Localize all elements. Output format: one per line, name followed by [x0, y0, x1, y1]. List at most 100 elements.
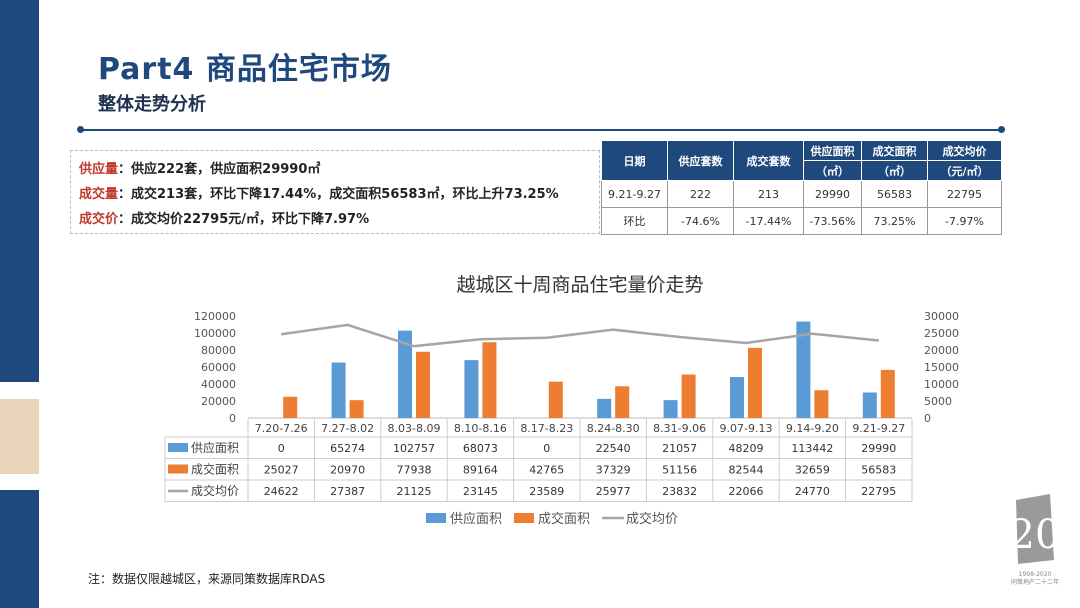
- bar-成交面积: [880, 369, 895, 418]
- data-label: 29990: [861, 442, 896, 455]
- bar-供应面积: [730, 377, 744, 418]
- key-metrics-table: 日期 供应套数 成交套数 供应面积 成交面积 成交均价 （㎡） （㎡） （元/㎡） …: [601, 140, 1002, 235]
- y-tick-left: 20000: [201, 395, 236, 408]
- bar-供应面积: [862, 392, 877, 418]
- bar-成交面积: [681, 374, 696, 418]
- divider-dot-right: [998, 126, 1005, 133]
- left-bar-top: [0, 0, 39, 382]
- data-label: 22795: [861, 485, 896, 498]
- bar-成交面积: [548, 381, 563, 418]
- data-label: 23832: [662, 485, 697, 498]
- data-label: 0: [278, 442, 285, 455]
- svg-text:同策地产二十二年: 同策地产二十二年: [1011, 578, 1059, 586]
- bar-供应面积: [464, 360, 479, 418]
- data-label: 21125: [397, 485, 432, 498]
- footnote: 注：数据仅限越城区，来源同策数据库RDAS: [88, 572, 326, 586]
- chart-title: 越城区十周商品住宅量价走势: [456, 274, 703, 296]
- y-tick-right: 30000: [924, 310, 959, 323]
- y-tick-right: 10000: [924, 378, 959, 391]
- data-label: 23589: [529, 485, 564, 498]
- y-tick-right: 0: [924, 412, 931, 425]
- bar-成交面积: [283, 396, 298, 418]
- bar-成交面积: [482, 342, 497, 418]
- bar-成交面积: [814, 390, 829, 418]
- anniversary-logo: 20 1998-2020 同策地产二十二年: [1010, 494, 1060, 586]
- legend-key-供应面积: [168, 443, 188, 452]
- bar-供应面积: [663, 400, 678, 418]
- data-label: 25027: [264, 464, 299, 477]
- y-tick-right: 25000: [924, 327, 959, 340]
- data-table-series-label: 成交均价: [191, 483, 239, 498]
- y-tick-left: 100000: [194, 327, 236, 340]
- data-label: 102757: [393, 442, 435, 455]
- x-tick-label: 7.20-7.26: [255, 422, 308, 435]
- x-tick-label: 8.24-8.30: [587, 422, 640, 435]
- bar-成交面积: [748, 347, 762, 418]
- data-label: 22066: [729, 485, 764, 498]
- y-tick-right: 5000: [924, 395, 952, 408]
- data-label: 51156: [662, 464, 697, 477]
- y-tick-left: 80000: [201, 344, 236, 357]
- svg-text:1998-2020: 1998-2020: [1019, 571, 1052, 578]
- y-tick-right: 15000: [924, 361, 959, 374]
- svg-text:20: 20: [1010, 512, 1060, 558]
- y-tick-left: 0: [229, 412, 236, 425]
- summary-line: 成交量：成交213套，环比下降17.44%，成交面积56583㎡，环比上升73.…: [79, 187, 559, 202]
- page-title: Part4 商品住宅市场: [98, 52, 392, 87]
- data-label: 89164: [463, 464, 498, 477]
- data-table-series-label: 成交面积: [191, 462, 239, 477]
- divider: [80, 129, 1002, 131]
- y-tick-left: 40000: [201, 378, 236, 391]
- summary-line: 成交价：成交均价22795元/㎡，环比下降7.97%: [79, 212, 370, 227]
- table-row: 9.21-9.27 222 213 29990 56583 22795: [601, 180, 1002, 208]
- data-table-series-label: 供应面积: [191, 440, 239, 455]
- summary-box: 供应量：供应222套，供应面积29990㎡ 成交量：成交213套，环比下降17.…: [70, 150, 600, 234]
- data-label: 27387: [330, 485, 365, 498]
- data-label: 65274: [330, 442, 365, 455]
- x-tick-label: 9.21-9.27: [852, 422, 905, 435]
- data-label: 37329: [596, 464, 631, 477]
- legend-label: 成交均价: [626, 511, 678, 527]
- left-bar-bottom: [0, 490, 39, 608]
- x-tick-label: 7.27-8.02: [321, 422, 374, 435]
- bar-供应面积: [597, 398, 612, 418]
- x-tick-label: 9.14-9.20: [786, 422, 839, 435]
- bar-成交面积: [615, 386, 630, 418]
- data-label: 0: [543, 442, 550, 455]
- divider-dot-left: [77, 126, 84, 133]
- data-label: 20970: [330, 464, 365, 477]
- x-tick-label: 8.03-8.09: [388, 422, 441, 435]
- y-tick-left: 120000: [194, 310, 236, 323]
- bar-供应面积: [796, 321, 811, 418]
- bar-成交面积: [416, 351, 430, 418]
- data-label: 25977: [596, 485, 631, 498]
- x-tick-label: 8.10-8.16: [454, 422, 507, 435]
- data-label: 56583: [861, 464, 896, 477]
- data-label: 77938: [397, 464, 432, 477]
- line-成交均价: [281, 323, 879, 348]
- table-row: 环比 -74.6% -17.44% -73.56% 73.25% -7.97%: [601, 207, 1002, 235]
- data-label: 68073: [463, 442, 498, 455]
- data-label: 42765: [529, 464, 564, 477]
- legend-key-供应面积: [426, 513, 446, 523]
- data-label: 22540: [596, 442, 631, 455]
- data-label: 24770: [795, 485, 830, 498]
- data-label: 113442: [791, 442, 833, 455]
- bar-供应面积: [398, 330, 412, 418]
- data-label: 48209: [729, 442, 764, 455]
- data-label: 23145: [463, 485, 498, 498]
- x-tick-label: 8.31-9.06: [653, 422, 706, 435]
- y-tick-right: 20000: [924, 344, 959, 357]
- data-label: 32659: [795, 464, 830, 477]
- summary-line: 供应量：供应222套，供应面积29990㎡: [79, 162, 321, 177]
- x-tick-label: 8.17-8.23: [520, 422, 573, 435]
- legend-key-成交面积: [514, 513, 534, 523]
- bar-供应面积: [331, 362, 346, 418]
- legend-key-成交面积: [168, 464, 188, 474]
- left-bar-beige: [0, 399, 39, 474]
- data-label: 82544: [729, 464, 764, 477]
- data-label: 21057: [662, 442, 697, 455]
- bar-成交面积: [349, 400, 364, 418]
- y-tick-left: 60000: [201, 361, 236, 374]
